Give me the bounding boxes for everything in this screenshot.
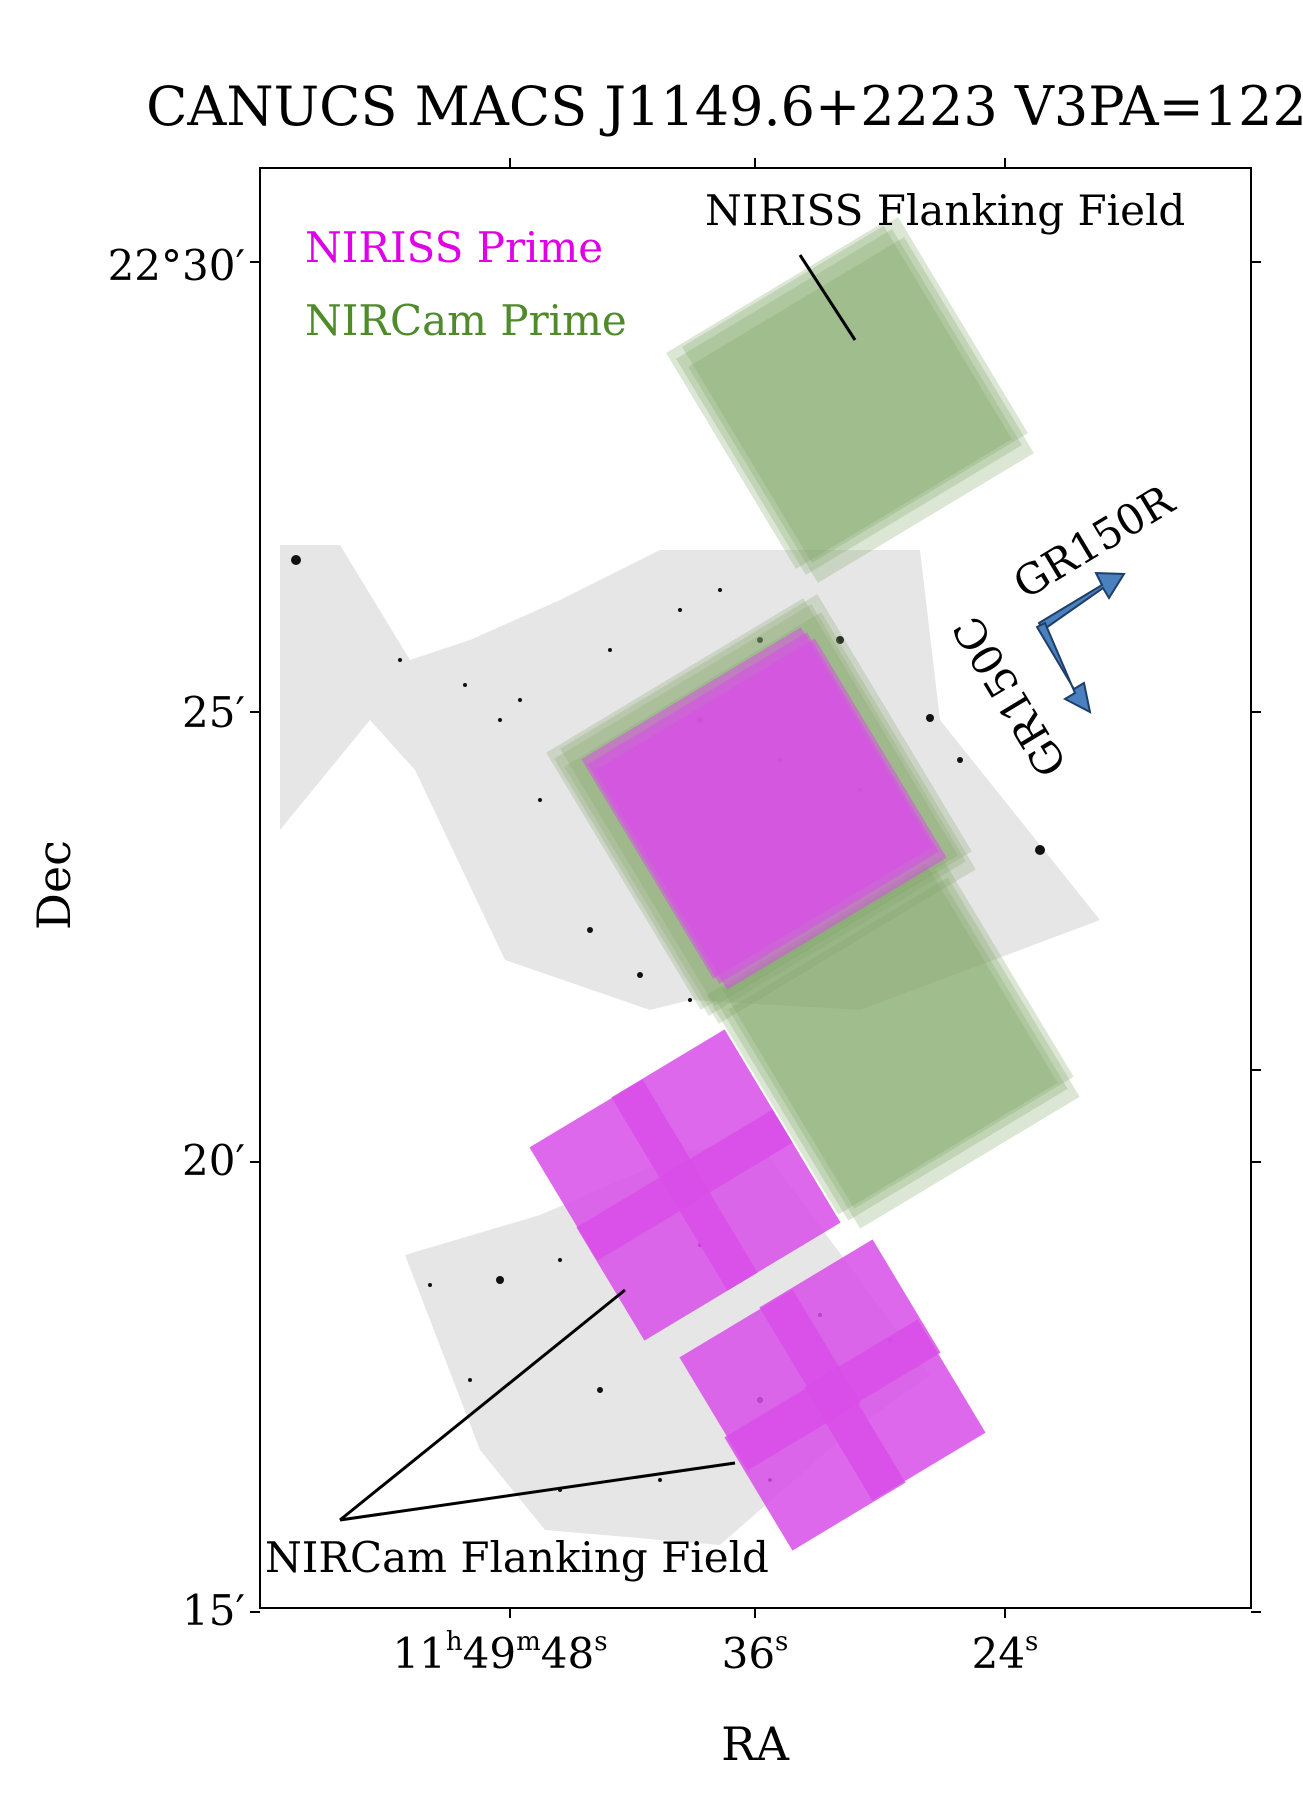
niriss-prime-footprint-2 xyxy=(581,627,933,979)
y-tick-label-30: 22°30′ xyxy=(108,241,245,290)
y-tick-label-15: 15′ xyxy=(182,1586,245,1635)
star-1 xyxy=(398,658,402,662)
star-11 xyxy=(587,927,593,933)
x-tick-label-48s: 11h49m48s xyxy=(392,1627,607,1678)
star-4 xyxy=(608,648,612,652)
nircam-flanking-footprint-1 xyxy=(688,237,1034,583)
pointer-nircam-flanking-upper xyxy=(339,1288,626,1522)
x-tick-label-24s: 24s xyxy=(972,1627,1039,1678)
star-9 xyxy=(926,714,934,722)
y-tick-label-20: 20′ xyxy=(182,1136,245,1185)
star-19 xyxy=(957,757,963,763)
star-14 xyxy=(538,798,542,802)
star-5 xyxy=(678,608,682,612)
star-20 xyxy=(496,1276,504,1284)
star-31 xyxy=(468,1378,472,1382)
label-gr150r: GR150R xyxy=(1005,475,1183,609)
arrow-gr150c xyxy=(1035,621,1092,714)
x-axis-label: RA xyxy=(721,1717,790,1771)
annotation-nircam-flanking: NIRCam Flanking Field xyxy=(265,1533,769,1582)
star-6 xyxy=(718,588,722,592)
x-tick-label-36s: 36s xyxy=(722,1627,789,1678)
grism-compass: GR150R GR150C xyxy=(943,475,1183,785)
nircam-lower-footprint-1 xyxy=(728,877,1080,1229)
nircam-lower-footprint-2 xyxy=(706,863,1058,1215)
arrow-gr150r xyxy=(1037,571,1126,632)
star-23 xyxy=(597,1387,603,1393)
star-28 xyxy=(658,1478,662,1482)
legend-niriss-prime: NIRISS Prime xyxy=(305,223,603,272)
star-7 xyxy=(757,637,763,643)
niriss-flanking-cell-7 xyxy=(804,1319,986,1501)
star-10 xyxy=(1035,845,1045,855)
nircam-flanking-footprint-3 xyxy=(682,217,1028,563)
pointer-niriss-flanking xyxy=(798,254,857,341)
nircam-flanking-footprint-0 xyxy=(676,229,1022,575)
star-3 xyxy=(518,698,522,702)
chart-title: CANUCS MACS J1149.6+2223 V3PA=122° xyxy=(146,75,1303,138)
legend-nircam-prime: NIRCam Prime xyxy=(305,296,627,345)
niriss-flanking-cell-3 xyxy=(659,1109,841,1291)
star-21 xyxy=(428,1283,432,1287)
axis-ticks xyxy=(250,158,1261,1618)
y-tick-label-25: 25′ xyxy=(182,688,245,737)
niriss-prime-footprints xyxy=(529,627,986,1551)
nircam-lower-footprint-3 xyxy=(722,857,1074,1209)
star-12 xyxy=(688,998,692,1002)
nircam-flanking-footprint-2 xyxy=(666,223,1012,569)
star-2 xyxy=(463,683,467,687)
annotation-niriss-flanking: NIRISS Flanking Field xyxy=(705,186,1185,235)
pointer-nircam-flanking-lower xyxy=(339,1461,736,1522)
y-axis-label: Dec xyxy=(27,840,81,930)
star-13 xyxy=(637,972,643,978)
star-22 xyxy=(558,1258,562,1262)
star-8 xyxy=(836,636,844,644)
nircam-lower-footprint-0 xyxy=(716,869,1068,1221)
star-0 xyxy=(291,555,301,565)
star-15 xyxy=(498,718,502,722)
